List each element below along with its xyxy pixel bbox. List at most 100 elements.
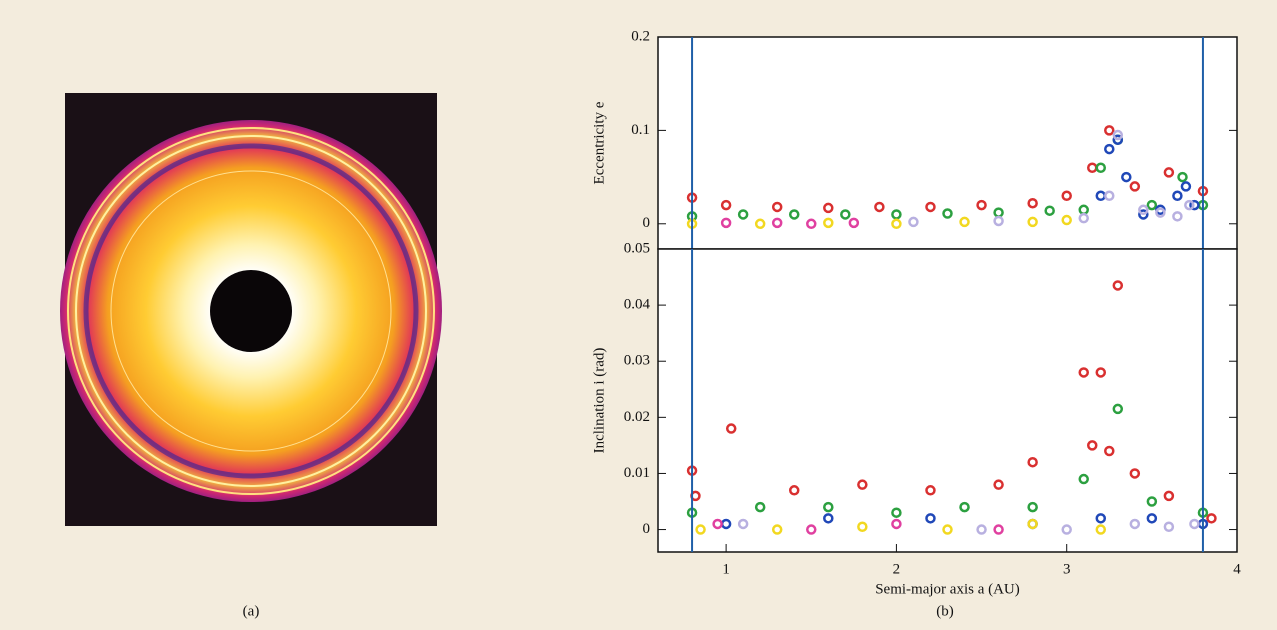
point <box>788 485 800 496</box>
point <box>1078 367 1089 378</box>
point <box>993 215 1004 227</box>
point <box>771 201 783 213</box>
point <box>1027 456 1038 468</box>
point <box>720 199 732 211</box>
point <box>720 217 732 229</box>
point <box>737 518 749 530</box>
point <box>925 201 936 213</box>
point <box>823 217 834 229</box>
point <box>976 199 987 211</box>
point <box>942 208 953 219</box>
y-tick-label: 0.2 <box>631 28 650 44</box>
point <box>806 218 817 230</box>
point <box>788 209 800 220</box>
point <box>737 209 749 220</box>
y-tick-label: 0.02 <box>624 409 650 425</box>
y-tick-label: 0.1 <box>631 122 650 138</box>
point <box>695 524 706 535</box>
point <box>1206 513 1217 524</box>
point <box>1112 129 1124 141</box>
y-tick-label: 0.04 <box>624 297 651 313</box>
point <box>976 524 987 535</box>
point <box>891 218 902 230</box>
y-axis-label: Eccentricity e <box>591 101 607 184</box>
point <box>959 216 970 228</box>
point <box>754 501 766 513</box>
point <box>771 217 783 229</box>
point <box>1112 280 1124 291</box>
y-tick-label: 0.03 <box>624 353 650 369</box>
point <box>1189 518 1200 530</box>
point <box>1095 162 1107 173</box>
point <box>1184 199 1195 211</box>
caption: (b) <box>936 603 954 619</box>
point <box>891 209 902 220</box>
point <box>1146 513 1158 524</box>
point <box>1129 468 1141 479</box>
point <box>857 521 868 532</box>
point <box>1095 367 1107 378</box>
point <box>993 479 1004 490</box>
point <box>1078 473 1089 485</box>
point <box>754 218 766 230</box>
x-tick-label: 2 <box>893 561 901 577</box>
point <box>1104 125 1115 136</box>
y-tick-label: 0.01 <box>624 465 650 481</box>
point <box>1095 524 1107 535</box>
point <box>823 513 834 524</box>
point <box>891 507 902 518</box>
point <box>712 518 723 530</box>
point <box>959 501 970 513</box>
caption: (a) <box>243 603 260 619</box>
point <box>1189 199 1200 211</box>
point <box>1146 199 1158 211</box>
point <box>1177 171 1188 183</box>
point <box>1163 167 1175 178</box>
point <box>993 524 1004 535</box>
point <box>1027 216 1038 228</box>
y-tick-label: 0.05 <box>624 240 650 256</box>
x-tick-label: 4 <box>1233 561 1241 577</box>
point <box>1104 143 1115 155</box>
point <box>1027 501 1038 513</box>
point <box>1027 197 1038 209</box>
point <box>1138 204 1149 216</box>
point <box>771 524 783 535</box>
y-tick-label: 0 <box>643 215 651 231</box>
point <box>1129 181 1141 192</box>
point <box>840 209 851 220</box>
y-tick-label: 0 <box>643 521 651 537</box>
point <box>1061 524 1072 535</box>
point <box>1087 440 1098 451</box>
point <box>891 518 902 530</box>
x-tick-label: 1 <box>722 561 730 577</box>
point <box>1104 445 1115 457</box>
point <box>1121 171 1132 183</box>
point <box>874 201 885 213</box>
x-tick-label: 3 <box>1063 561 1071 577</box>
point <box>925 513 936 524</box>
point <box>823 202 834 214</box>
point <box>857 479 868 490</box>
point <box>1163 490 1175 502</box>
x-axis-label: Semi-major axis a (AU) <box>875 581 1020 597</box>
point <box>1146 496 1158 507</box>
point <box>925 485 936 496</box>
point <box>1095 513 1107 524</box>
y-axis-label: Inclination i (rad) <box>591 348 607 454</box>
point <box>908 216 919 228</box>
point <box>1061 190 1072 202</box>
point <box>1112 403 1124 415</box>
point <box>1112 134 1124 145</box>
point <box>942 524 953 535</box>
point <box>1061 214 1072 226</box>
point <box>1172 190 1183 202</box>
disk-image <box>60 93 442 526</box>
point <box>806 524 817 535</box>
point <box>1138 209 1149 220</box>
point <box>1129 518 1141 530</box>
point <box>1180 181 1192 192</box>
point <box>1163 521 1175 532</box>
point <box>1027 518 1038 530</box>
